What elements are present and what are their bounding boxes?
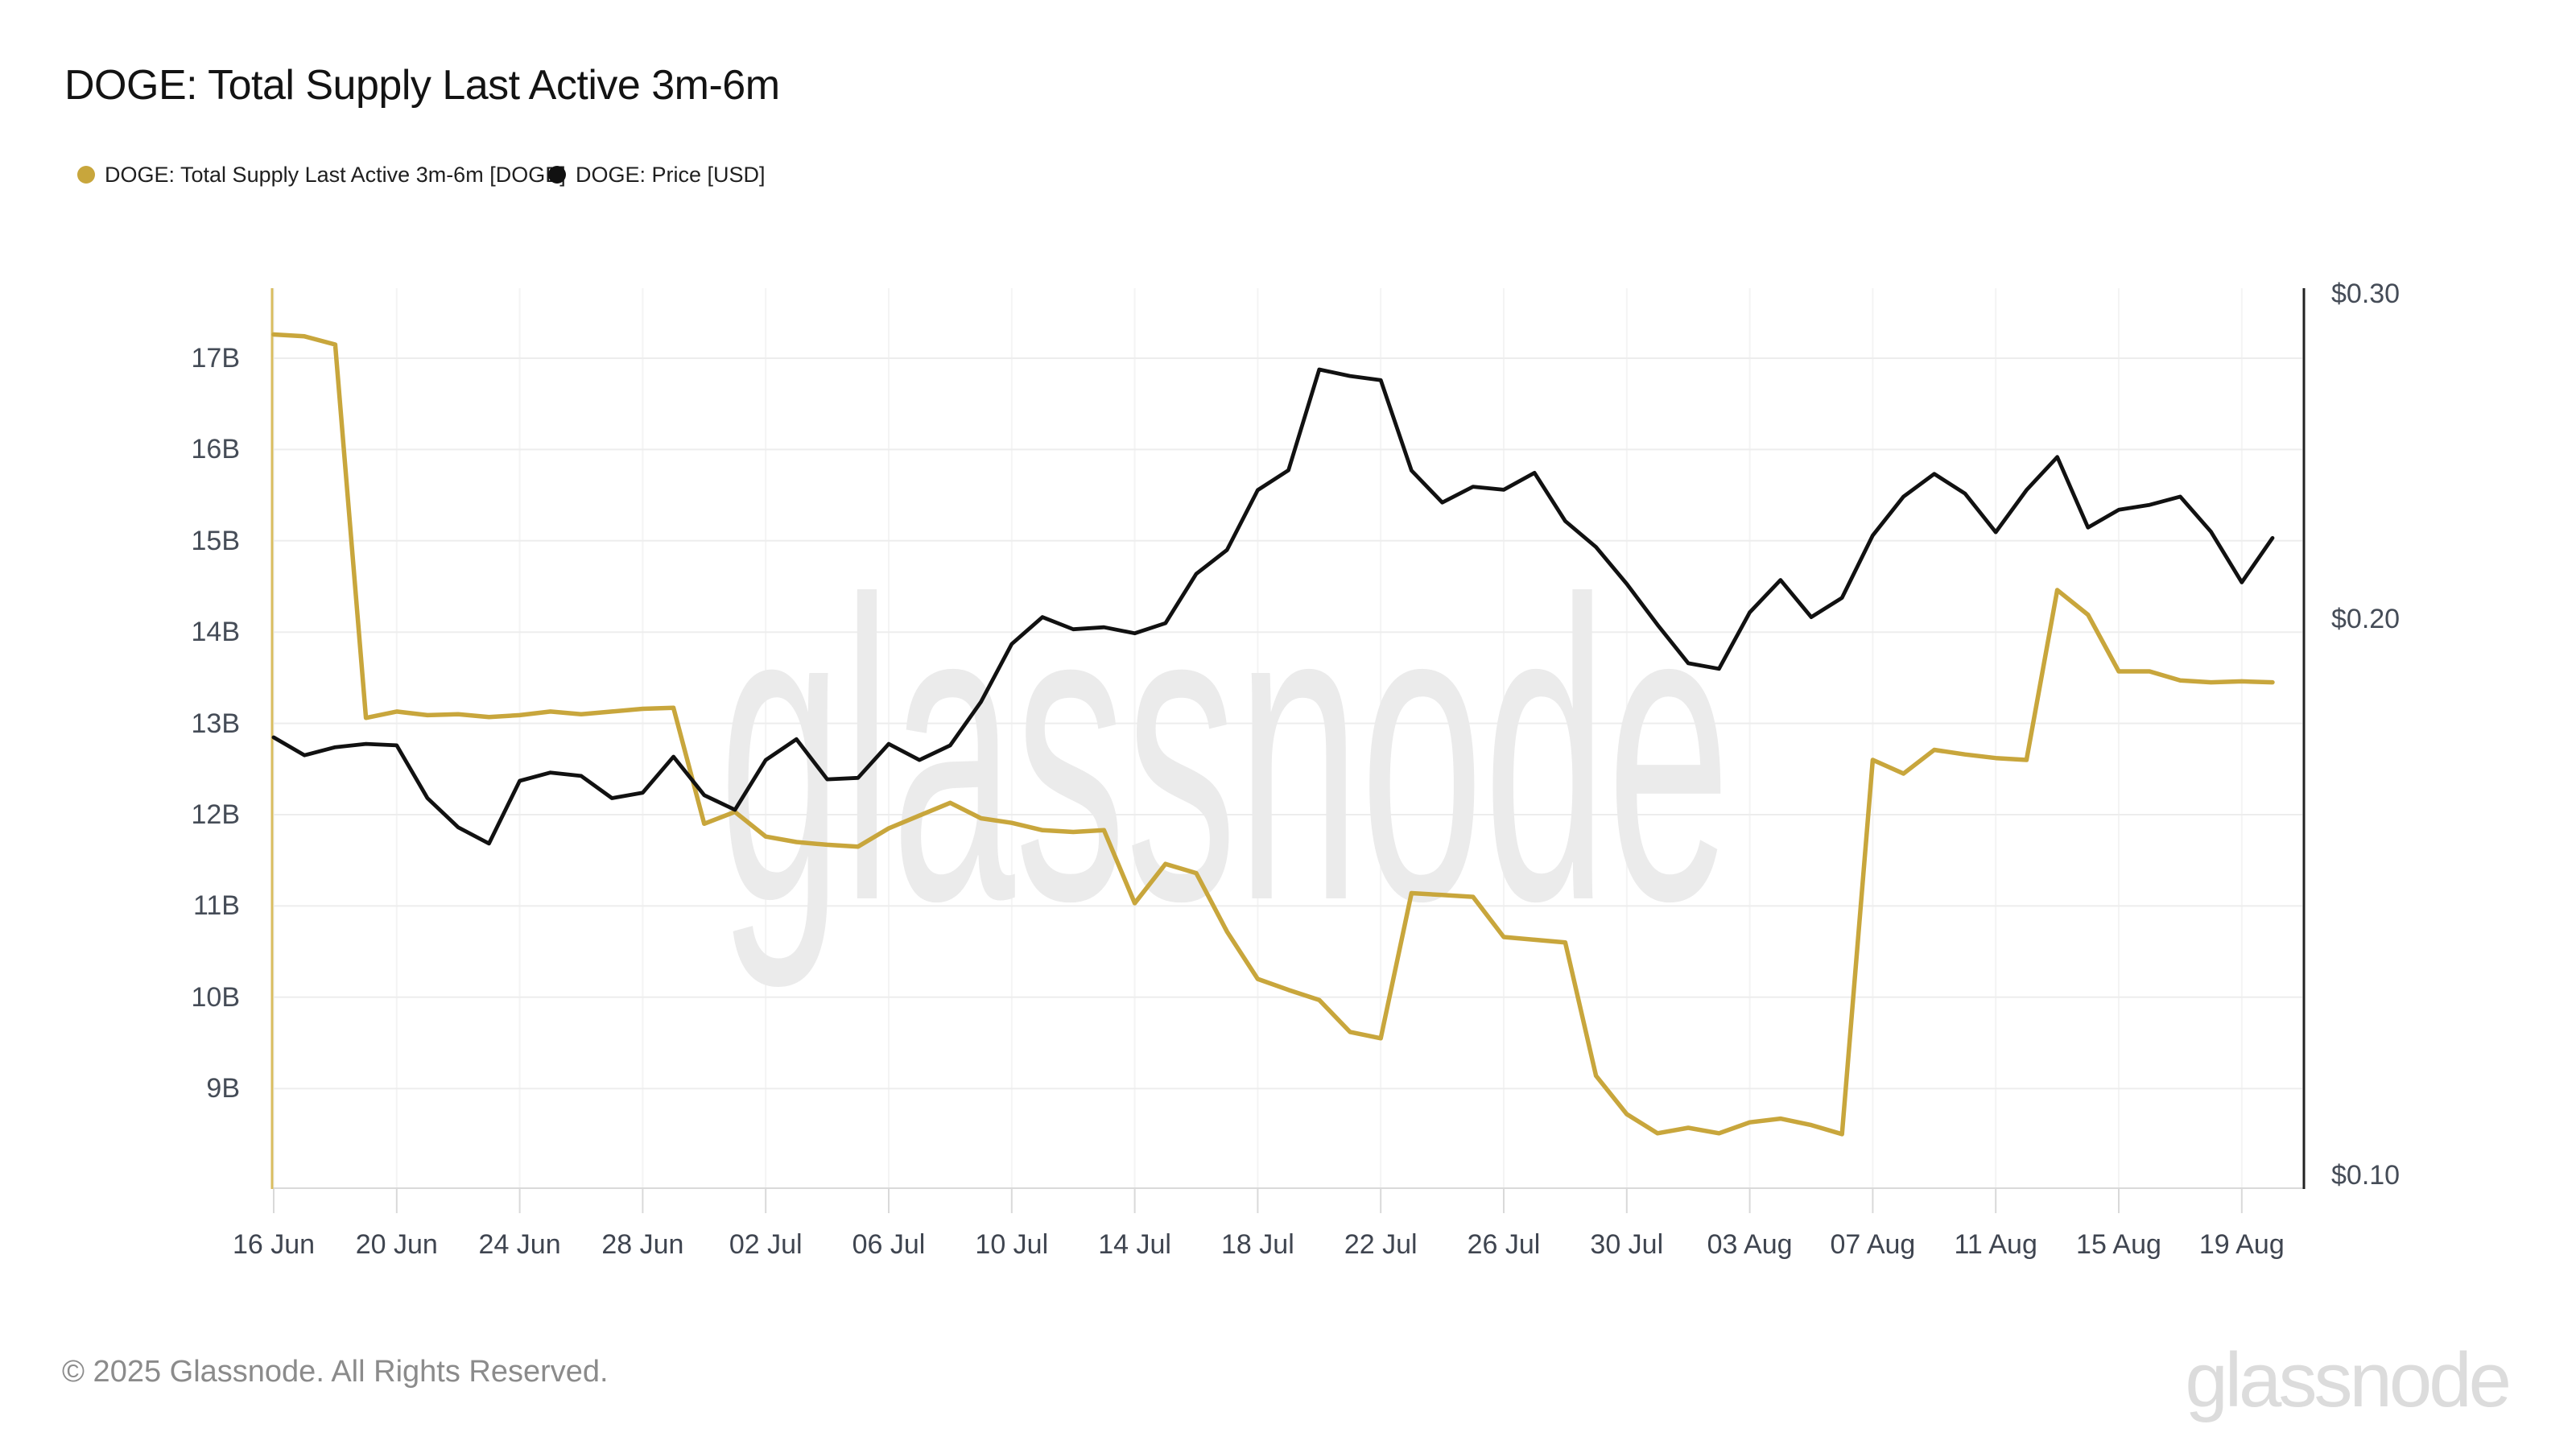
x-axis-label: 22 Jul [1344,1229,1418,1260]
y-axis-label-left: 13B [191,708,241,739]
y-axis-label-left: 12B [191,799,241,830]
x-axis-label: 02 Jul [729,1229,803,1260]
y-axis-label-left: 10B [191,981,241,1013]
x-axis-label: 15 Aug [2076,1229,2161,1260]
legend-label-supply: DOGE: Total Supply Last Active 3m-6m [DO… [105,163,566,187]
y-axis-label-left: 17B [191,343,241,374]
y-axis-label-left: 11B [193,890,240,922]
glassnode-logo: glassnode [2185,1337,2512,1423]
y-axis-label-right: $0.10 [2331,1160,2401,1191]
y-axis-label-left: 16B [191,434,241,465]
legend-item-supply[interactable]: DOGE: Total Supply Last Active 3m-6m [DO… [77,163,566,186]
y-axis-label-right: $0.30 [2331,279,2401,309]
x-axis-label: 20 Jun [355,1229,438,1260]
y-axis-label-right: $0.20 [2331,604,2401,635]
legend-dot-supply-icon [77,166,95,184]
y-axis-label-left: 14B [191,617,241,648]
x-axis-label: 19 Aug [2198,1229,2285,1260]
x-axis-label: 14 Jul [1098,1229,1171,1260]
x-axis-label: 03 Aug [1707,1229,1793,1260]
copyright-text: © 2025 Glassnode. All Rights Reserved. [62,1355,609,1389]
legend-label-price: DOGE: Price [USD] [576,163,766,187]
supply-line [271,332,2275,1137]
x-axis-label: 18 Jul [1221,1229,1294,1260]
x-axis-label: 16 Jun [232,1229,316,1260]
x-axis-label: 11 Aug [1954,1229,2037,1260]
x-axis-label: 26 Jul [1467,1229,1541,1260]
glassnode-watermark: glassnode [719,513,1730,992]
x-axis-label: 06 Jul [852,1229,926,1260]
x-axis-label: 10 Jul [975,1229,1049,1260]
x-axis-label: 24 Jun [478,1229,561,1260]
x-axis-label: 28 Jun [601,1229,684,1260]
y-axis-label-left: 9B [206,1073,240,1104]
x-axis-label: 30 Jul [1590,1229,1664,1260]
legend-item-price[interactable]: DOGE: Price [USD] [548,163,766,186]
legend-dot-price-icon [548,166,566,184]
y-axis-label-left: 15B [191,525,241,556]
x-axis-label: 07 Aug [1830,1229,1916,1260]
price-line [271,367,2275,846]
page-title: DOGE: Total Supply Last Active 3m-6m [64,62,780,109]
